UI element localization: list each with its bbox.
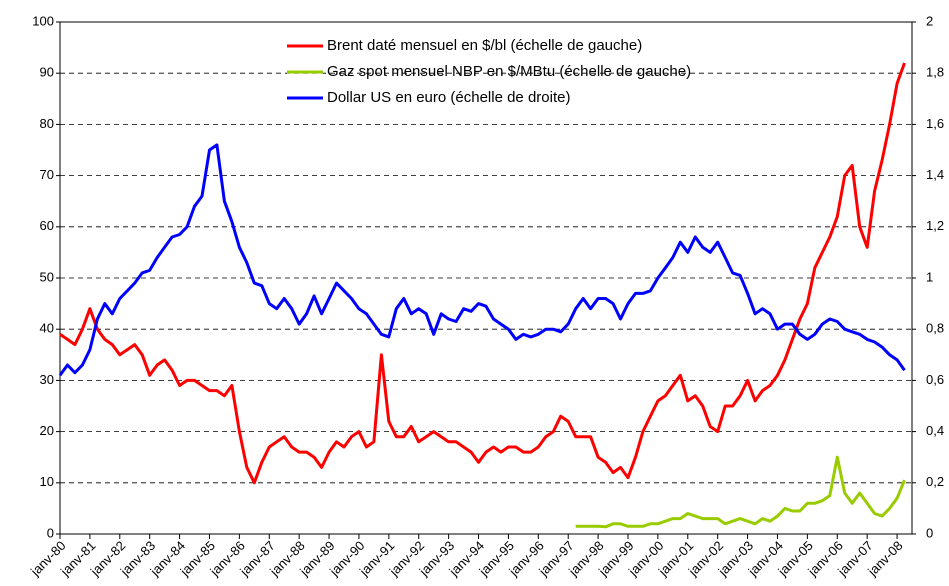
series-line [575,455,906,529]
y2-tick-label: 1,2 [926,218,944,233]
y-tick-label: 90 [40,65,54,80]
y2-tick-label: 1 [926,269,933,284]
y-tick-label: 0 [47,525,54,540]
y-tick-label: 80 [40,116,54,131]
y2-tick-label: 0,6 [926,372,944,387]
y-tick-label: 50 [40,269,54,284]
y2-tick-label: 0,2 [926,474,944,489]
y2-tick-label: 1,8 [926,65,944,80]
y-tick-label: 70 [40,167,54,182]
y-tick-label: 30 [40,372,54,387]
y-tick-label: 60 [40,218,54,233]
y-tick-label: 100 [32,13,54,28]
legend-label: Gaz spot mensuel NBP en $/MBtu (échelle … [327,63,691,80]
y-tick-label: 40 [40,321,54,336]
series-line [59,62,906,485]
y2-tick-label: 2 [926,13,933,28]
legend-label: Dollar US en euro (échelle de droite) [327,89,570,106]
legend-label: Brent daté mensuel en $/bl (échelle de g… [327,37,642,54]
y-tick-label: 10 [40,474,54,489]
y2-tick-label: 0 [926,525,933,540]
plot-frame [59,21,913,535]
y2-tick-label: 0,8 [926,321,944,336]
y2-tick-label: 1,6 [926,116,944,131]
series-line [58,143,906,377]
y2-tick-label: 1,4 [926,167,944,182]
y-tick-label: 20 [40,423,54,438]
y2-tick-label: 0,4 [926,423,944,438]
